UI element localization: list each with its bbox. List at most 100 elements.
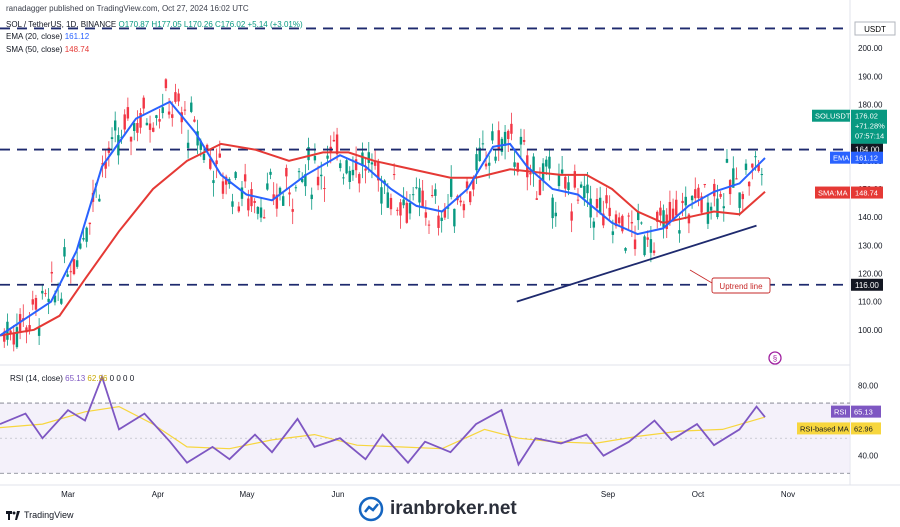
candle-body — [69, 271, 73, 273]
candle-body — [418, 187, 421, 203]
candle-body — [608, 207, 611, 217]
candle-body — [538, 179, 542, 195]
candle-body — [266, 183, 269, 190]
horizontal-lines — [0, 27, 850, 286]
candle-body — [690, 195, 694, 201]
time-tick-label: Sep — [601, 490, 616, 499]
publisher-info: ranadagger published on TradingView.com,… — [6, 4, 249, 13]
rsi-ma-price-text: 62.96 — [854, 424, 873, 433]
sma-value: 148.74 — [64, 45, 90, 54]
candle-body — [621, 215, 624, 232]
candle-body — [598, 197, 602, 213]
time-axis[interactable]: Mar Apr May Jun Sep Oct Nov — [61, 490, 795, 499]
candle-body — [459, 200, 462, 203]
candle-body — [310, 194, 313, 200]
candle-body — [247, 198, 250, 211]
rsi-pane: RSI 65.13 RSI-based MA 62.96 — [0, 374, 881, 474]
candle-body — [259, 207, 263, 218]
candle-body — [190, 102, 193, 112]
ema-tag-name: EMA — [833, 154, 849, 163]
candle-body — [440, 217, 443, 221]
candle-body — [25, 327, 28, 333]
price-axis[interactable]: 200.00190.00180.00170.00160.00150.00140.… — [812, 44, 887, 461]
candle-body — [272, 194, 275, 200]
candle-body — [377, 161, 380, 181]
rsi-tick-label: 40.00 — [858, 452, 879, 461]
rsi-ma-tag — [797, 422, 850, 435]
candle-body — [101, 163, 104, 165]
candle-body — [72, 259, 76, 275]
candle-body — [697, 187, 700, 199]
candle-body — [488, 162, 491, 166]
last-price-line: 07:57:14 — [855, 132, 884, 141]
candle-body — [221, 181, 225, 194]
rsi-legend: RSI (14, close) 65.13 62.96 0 0 0 0 — [10, 374, 134, 383]
candle-body — [722, 206, 725, 209]
candle-body — [155, 115, 158, 118]
candle-body — [396, 209, 399, 211]
rsi-ma-value: 62.96 — [87, 374, 108, 383]
candle-body — [139, 113, 142, 128]
candle-body — [684, 196, 687, 206]
candle-body — [652, 250, 656, 253]
uptrend-label: Uptrend line — [719, 282, 763, 291]
candle-body — [275, 194, 279, 209]
sma-price-text: 148.74 — [855, 189, 878, 198]
candle-body — [142, 97, 145, 109]
alert-icon[interactable]: § — [768, 351, 782, 365]
candle-body — [164, 79, 168, 89]
rsi-price-tag — [851, 405, 881, 418]
candle-body — [744, 163, 748, 170]
candle-body — [589, 198, 592, 218]
level-price-tag — [851, 278, 883, 291]
candle-body — [453, 208, 456, 227]
candle-body — [345, 160, 348, 174]
candle-body — [262, 217, 266, 219]
ema-tag — [830, 151, 850, 164]
candle-body — [294, 187, 298, 189]
ema-value: 161.12 — [64, 32, 90, 41]
ema-legend: EMA (20, close) 161.12 — [6, 31, 89, 42]
candle-body — [342, 177, 345, 179]
candles-layer — [3, 78, 764, 352]
candle-body — [386, 192, 389, 208]
candle-body — [234, 172, 237, 179]
candle-body — [256, 206, 260, 214]
watermark: iranbroker.net — [358, 496, 517, 522]
candle-body — [133, 123, 136, 132]
rsi-ma-price-tag — [851, 422, 881, 435]
candle-body — [529, 172, 532, 175]
candle-body — [85, 227, 88, 242]
candle-body — [497, 130, 500, 150]
candle-body — [713, 183, 716, 197]
candle-body — [557, 174, 561, 187]
candle-body — [243, 174, 247, 182]
candle-body — [161, 107, 164, 114]
candle-body — [145, 122, 149, 126]
tradingview-logo[interactable]: TradingView — [6, 510, 74, 520]
candle-body — [171, 114, 174, 118]
candle-body — [548, 156, 551, 169]
candle-body — [389, 197, 393, 210]
candle-body — [617, 217, 621, 224]
candle-body — [28, 325, 31, 332]
candle-body — [478, 147, 481, 161]
candle-body — [34, 297, 38, 310]
candle-body — [719, 193, 722, 197]
candle-body — [373, 161, 377, 166]
candle-body — [231, 201, 234, 207]
time-tick-label: Jun — [332, 490, 345, 499]
candle-body — [367, 152, 370, 163]
candle-body — [53, 295, 57, 303]
candle-body — [751, 163, 754, 168]
candle-body — [129, 136, 133, 142]
indicator-lines — [0, 100, 766, 337]
candle-body — [586, 184, 589, 194]
candle-body — [535, 198, 538, 200]
candle-body — [472, 177, 475, 190]
rsi-ma-tag-name: RSI-based MA — [800, 424, 849, 433]
candle-body — [469, 191, 472, 203]
rsi-tag-name: RSI — [834, 408, 847, 417]
candle-body — [570, 211, 573, 221]
